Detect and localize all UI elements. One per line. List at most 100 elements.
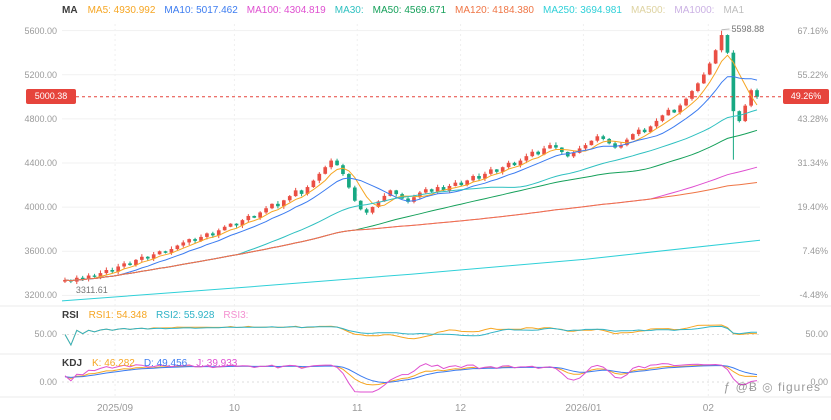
- candle-body: [163, 251, 168, 253]
- ma-line-MA120: [64, 182, 758, 282]
- price-tick-label: 4000.00: [24, 202, 57, 213]
- kdj-group-label: KDJ: [62, 358, 83, 369]
- candle-body: [169, 249, 174, 253]
- candle-body: [140, 256, 144, 260]
- rsi-group-label: RSI: [62, 310, 79, 321]
- candle-body: [471, 176, 475, 181]
- ma-legend-item: MA120: 4184.380: [455, 5, 534, 16]
- candle-body: [666, 109, 671, 116]
- candle-body: [429, 189, 434, 192]
- low-annotation: 3311.61: [76, 285, 108, 295]
- ma-line-MA100: [64, 166, 758, 282]
- percent-tick-label: 19.40%: [797, 202, 828, 213]
- candle-body: [228, 223, 233, 227]
- price-tick-label: 5600.00: [24, 25, 57, 36]
- candle-body: [737, 111, 742, 122]
- time-tick-label: 2026/01: [565, 403, 602, 414]
- candle-body: [92, 275, 97, 277]
- kdj-j-line: [64, 363, 758, 393]
- candle-body: [701, 74, 706, 84]
- candle-body: [441, 187, 446, 191]
- candle-body: [707, 63, 712, 75]
- kdj-right-tick-label: 0.00: [810, 377, 828, 387]
- candle-body: [216, 230, 221, 236]
- candle-body: [193, 239, 197, 241]
- candle-body: [613, 143, 617, 148]
- candle-body: [412, 197, 416, 202]
- candle-body: [489, 169, 493, 174]
- candle-body: [323, 167, 328, 174]
- candle-body: [690, 91, 694, 99]
- ma-group-label: MA: [62, 5, 78, 16]
- candle-body: [329, 160, 333, 168]
- candle-body: [725, 35, 730, 53]
- candle-body: [270, 203, 274, 209]
- candle-body: [175, 245, 180, 250]
- kdj-legend-item: D: 49.456: [143, 358, 188, 369]
- candle-body: [536, 151, 541, 155]
- ma-legend-item: MA1000:: [674, 5, 715, 16]
- kdj-legend-item: K: 46.282: [92, 358, 135, 369]
- candle-body: [494, 169, 499, 172]
- rsi-line-2: [64, 325, 758, 347]
- candle-body: [636, 129, 641, 135]
- ma-line-MA50: [64, 129, 758, 282]
- candle-body: [406, 198, 410, 202]
- candle-body: [423, 189, 428, 193]
- price-tick-label: 4800.00: [24, 113, 57, 124]
- candle-body: [483, 173, 487, 179]
- ma-legend-item: MA5: 4930.992: [87, 5, 156, 16]
- candle-body: [376, 201, 381, 207]
- candle-body: [276, 203, 280, 207]
- candle-body: [63, 279, 67, 282]
- candle-body: [524, 156, 529, 161]
- rsi-legend-item: RSI1: 54.348: [88, 310, 148, 321]
- peak-annotation: 5598.88: [732, 24, 765, 34]
- candle-body: [104, 270, 109, 274]
- candle-body: [477, 176, 481, 179]
- candle-body: [370, 206, 375, 213]
- candle-body: [116, 266, 121, 272]
- candle-body: [654, 120, 659, 127]
- candle-body: [589, 140, 594, 146]
- ma-legend-item: MA1: [723, 5, 744, 16]
- candle-body: [341, 165, 345, 175]
- percent-tick-label: 67.16%: [797, 25, 828, 36]
- candle-body: [110, 270, 115, 272]
- candle-body: [382, 195, 387, 202]
- price-tick-label: 5200.00: [24, 69, 57, 80]
- percent-tick-label: 31.34%: [797, 158, 828, 168]
- candle-body: [128, 263, 132, 266]
- candle-body: [625, 139, 629, 146]
- candle-body: [258, 212, 262, 218]
- candle-body: [252, 215, 257, 218]
- percent-tick-label: 7.46%: [802, 246, 828, 257]
- ma-legend-item: MA500:: [630, 5, 666, 16]
- ma-line-MA5: [64, 54, 758, 282]
- candle-body: [234, 223, 239, 226]
- current-price-badge: 5000.38: [26, 89, 76, 105]
- candle-body: [678, 105, 682, 113]
- candle-body: [500, 167, 505, 172]
- ma-legend-item: MA10: 5017.462: [164, 5, 238, 16]
- ma-legend-item: MA30:: [334, 5, 364, 16]
- watermark: ƒ @Ƀ ◎ figures: [723, 380, 821, 394]
- candle-body: [240, 220, 245, 226]
- time-tick-label: 02: [702, 403, 714, 414]
- candle-body: [80, 277, 85, 280]
- candle-body: [364, 209, 369, 213]
- candle-body: [571, 152, 576, 157]
- candle-body: [755, 90, 759, 97]
- rsi-line-1: [64, 324, 758, 347]
- ma-line-MA30: [64, 109, 758, 282]
- candle-body: [601, 136, 606, 139]
- percent-tick-label: -4.48%: [799, 290, 828, 301]
- ma-legend-item: MA250: 3694.981: [542, 5, 622, 16]
- candle-body: [595, 136, 600, 141]
- time-tick-label: 2025/09: [96, 403, 134, 414]
- candle-body: [187, 239, 192, 243]
- candle-body: [122, 263, 126, 267]
- candle-body: [181, 242, 186, 246]
